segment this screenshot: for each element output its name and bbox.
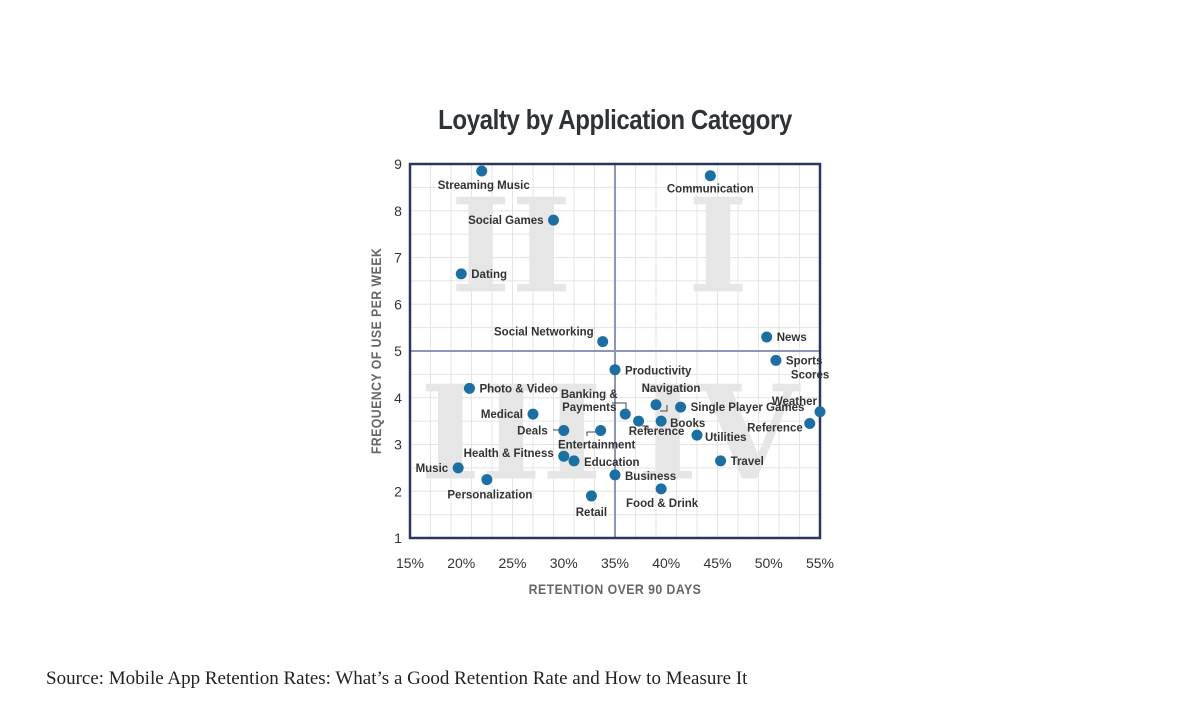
data-point <box>704 170 716 182</box>
data-point <box>452 462 464 474</box>
y-tick-label: 4 <box>394 390 402 406</box>
point-labels: Streaming Music Communication Social Games… <box>416 180 830 519</box>
data-point <box>804 417 816 429</box>
point-label: Social Networking <box>494 327 594 339</box>
data-point <box>568 455 580 467</box>
x-tick-label: 15% <box>396 555 424 571</box>
x-tick-label: 55% <box>806 555 834 571</box>
point-label: Personalization <box>447 490 532 502</box>
x-tick-label: 50% <box>755 555 783 571</box>
x-tick-label: 45% <box>703 555 731 571</box>
y-tick-label: 2 <box>394 483 402 499</box>
data-point <box>619 408 631 420</box>
point-label: Banking & Payments <box>561 389 618 414</box>
point-label: Navigation <box>642 383 701 395</box>
tick-labels: 15% 20% 25% 30% 35% 40% 45% 50% 55% 1 2 3 4 5 6 7 8 9 <box>394 156 834 571</box>
data-points <box>452 165 826 502</box>
data-point <box>558 450 570 462</box>
point-label: Photo & Video <box>479 383 557 395</box>
point-label: Education <box>584 457 640 469</box>
data-point <box>633 415 645 427</box>
point-label: Deals <box>517 425 548 437</box>
x-tick-label: 20% <box>447 555 475 571</box>
data-point <box>609 469 621 481</box>
data-point <box>770 354 782 366</box>
point-label: News <box>777 332 807 344</box>
y-tick-label: 9 <box>394 156 402 172</box>
y-tick-label: 7 <box>394 250 402 266</box>
quadrant-label: IV <box>637 357 801 510</box>
leader-line <box>660 405 668 412</box>
data-point <box>597 336 609 348</box>
point-label: Dating <box>471 269 507 281</box>
point-label: Entertainment <box>558 439 635 451</box>
x-tick-label: 35% <box>601 555 629 571</box>
point-label: Retail <box>576 507 607 519</box>
point-label: Communication <box>667 184 754 196</box>
data-point <box>814 406 826 418</box>
point-label: Food & Drink <box>626 498 699 510</box>
point-label: Reference <box>629 426 685 438</box>
data-point <box>463 382 475 394</box>
chart-title: Loyalty by Application Category <box>438 104 792 135</box>
data-point <box>527 408 539 420</box>
y-tick-label: 6 <box>394 296 402 312</box>
quadrant-label: III <box>420 357 602 510</box>
x-axis-title: RETENTION OVER 90 DAYS <box>529 581 702 597</box>
data-point <box>655 415 667 427</box>
x-tick-label: 25% <box>498 555 526 571</box>
data-point <box>650 399 662 411</box>
data-point <box>455 268 467 280</box>
point-label: Streaming Music <box>438 180 531 192</box>
leader-line <box>642 425 649 433</box>
y-tick-label: 5 <box>394 343 402 359</box>
source-caption: Source: Mobile App Retention Rates: What… <box>46 668 748 689</box>
point-label: Travel <box>731 456 764 468</box>
point-label: Social Games <box>468 215 543 227</box>
point-label: Music <box>416 463 449 475</box>
point-label: Health & Fitness <box>464 448 554 460</box>
data-point <box>655 483 667 495</box>
plot-frame <box>408 162 822 540</box>
point-label: Single Player Games <box>691 402 805 414</box>
data-point <box>675 401 687 413</box>
data-point <box>715 455 727 467</box>
point-label: Reference <box>747 422 803 434</box>
point-label: Productivity <box>625 366 692 378</box>
point-label: Books <box>670 418 705 430</box>
x-tick-label: 40% <box>652 555 680 571</box>
data-point <box>609 364 621 376</box>
data-point <box>691 429 703 441</box>
point-label: Sports Scores <box>786 355 829 381</box>
data-point <box>548 214 559 226</box>
quadrant-label: II <box>450 170 572 323</box>
point-label: Utilities <box>705 432 747 444</box>
data-point <box>558 424 570 436</box>
leader-line <box>586 431 596 436</box>
data-point <box>585 490 597 502</box>
y-tick-label: 8 <box>394 203 402 219</box>
y-tick-label: 3 <box>394 437 402 453</box>
data-point <box>476 165 488 177</box>
data-point <box>761 331 773 343</box>
y-tick-label: 1 <box>394 530 402 546</box>
point-label: Weather <box>772 396 818 408</box>
point-label: Business <box>625 471 676 483</box>
point-label: Medical <box>481 409 523 421</box>
y-axis-title: FREQUENCY OF USE PER WEEK <box>368 248 384 454</box>
data-point <box>595 424 607 436</box>
x-tick-label: 30% <box>550 555 578 571</box>
data-point <box>481 474 493 486</box>
quadrant-label: I <box>688 170 749 323</box>
